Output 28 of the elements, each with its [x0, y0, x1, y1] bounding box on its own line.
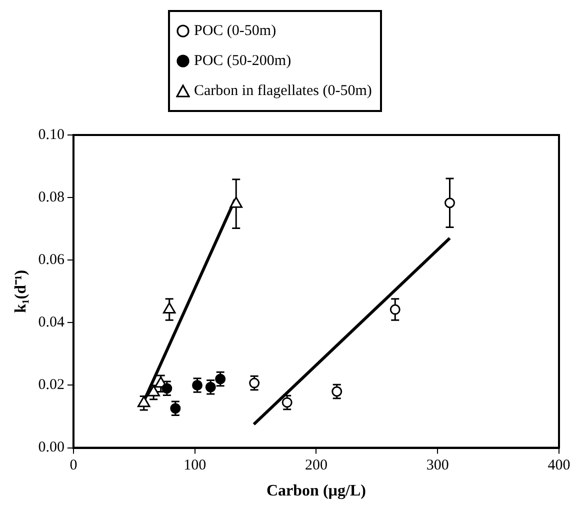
point	[170, 403, 181, 414]
legend-label: POC (50-200m)	[194, 52, 292, 70]
y-tick-label: 0.10	[38, 126, 64, 143]
point	[162, 383, 172, 394]
y-tick-label: 0.02	[38, 377, 64, 394]
legend-label: Carbon in flagellates (0-50m)	[194, 82, 372, 100]
point	[162, 302, 176, 314]
x-tick-label: 0	[70, 458, 78, 474]
point	[215, 374, 226, 384]
point	[205, 382, 216, 392]
x-tick-label: 300	[426, 458, 449, 474]
point	[282, 397, 292, 408]
point	[444, 198, 455, 208]
point	[230, 196, 242, 208]
y-tick-label: 0.08	[38, 189, 64, 206]
point	[192, 380, 203, 390]
point	[390, 304, 400, 315]
y-tick-label: 0.00	[38, 440, 64, 456]
y-tick-label: 0.06	[38, 252, 65, 268]
y-tick-label: 0.04	[38, 314, 65, 331]
legend-label: POC (0-50m)	[194, 22, 276, 40]
x-tick-label: 400	[548, 458, 570, 474]
point	[332, 386, 342, 397]
x-tick-label: 200	[304, 458, 328, 474]
x-axis-title: Carbon (µg/L)	[266, 482, 366, 500]
y-axis-title: k₁(d⁻¹)	[12, 270, 30, 313]
x-tick-label: 100	[184, 458, 206, 474]
point	[249, 378, 260, 388]
